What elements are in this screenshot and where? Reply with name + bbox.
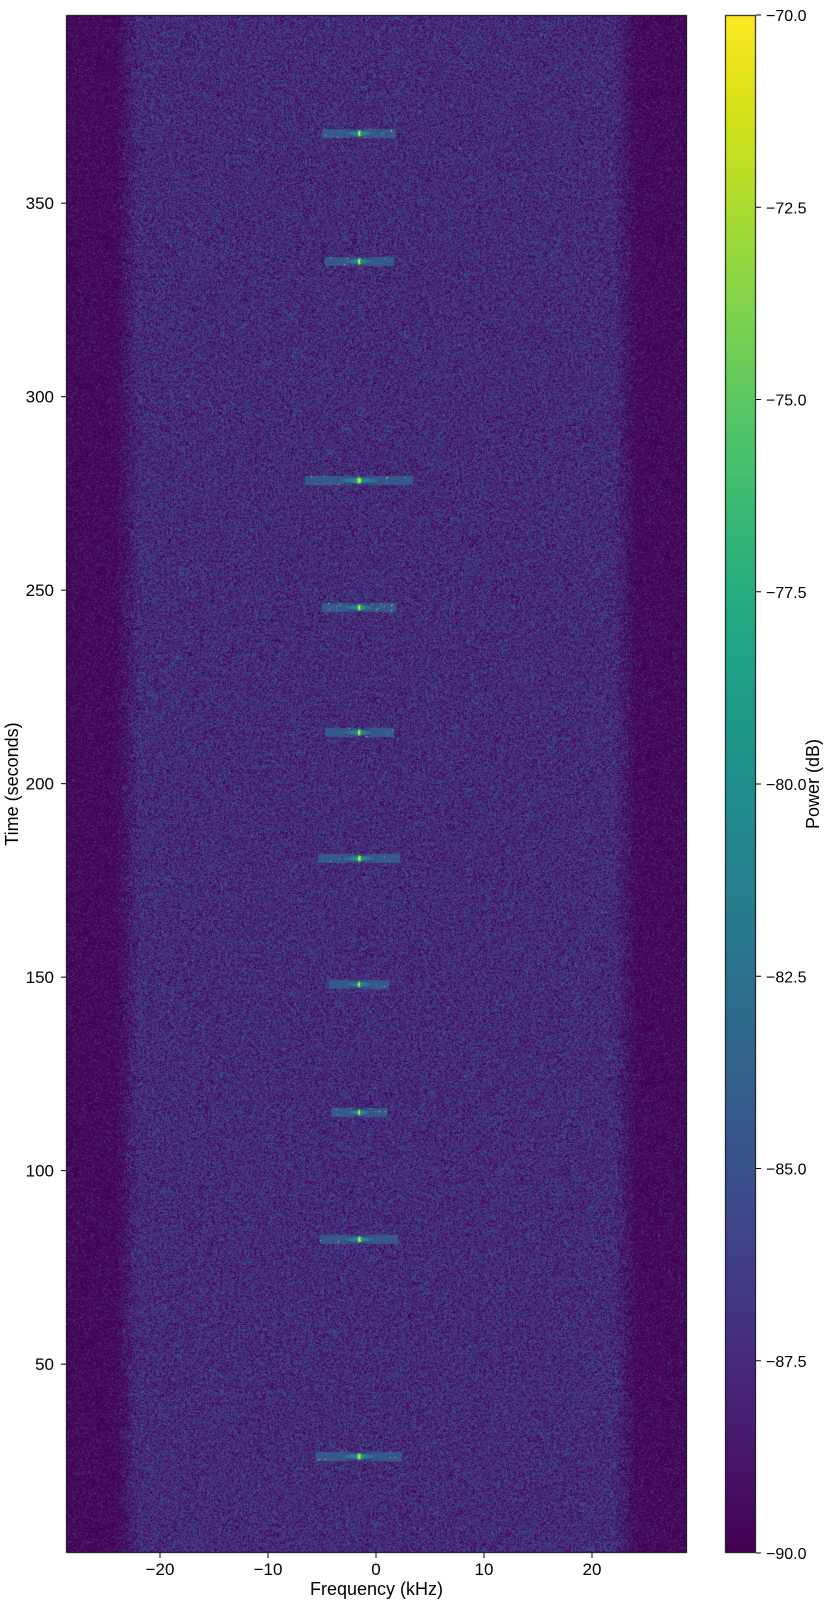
svg-text:−82.5: −82.5 [766,969,807,986]
svg-text:250: 250 [26,581,54,600]
svg-text:−10: −10 [254,1560,283,1579]
svg-text:Time (seconds): Time (seconds) [2,722,22,845]
svg-text:50: 50 [35,1355,54,1374]
svg-text:−75.0: −75.0 [766,393,807,410]
svg-text:−90.0: −90.0 [766,1546,807,1563]
svg-text:−77.5: −77.5 [766,585,807,602]
svg-text:−70.0: −70.0 [766,8,807,25]
svg-text:−20: −20 [146,1560,175,1579]
svg-text:−87.5: −87.5 [766,1354,807,1371]
svg-text:300: 300 [26,388,54,407]
svg-text:−85.0: −85.0 [766,1162,807,1179]
svg-text:Power (dB): Power (dB) [803,739,823,829]
svg-text:100: 100 [26,1162,54,1181]
svg-text:350: 350 [26,194,54,213]
svg-text:−80.0: −80.0 [766,777,807,794]
svg-text:200: 200 [26,775,54,794]
svg-text:Frequency (kHz): Frequency (kHz) [310,1579,443,1599]
svg-text:0: 0 [371,1560,380,1579]
svg-text:20: 20 [583,1560,602,1579]
svg-text:150: 150 [26,968,54,987]
svg-text:−72.5: −72.5 [766,200,807,217]
svg-text:10: 10 [475,1560,494,1579]
